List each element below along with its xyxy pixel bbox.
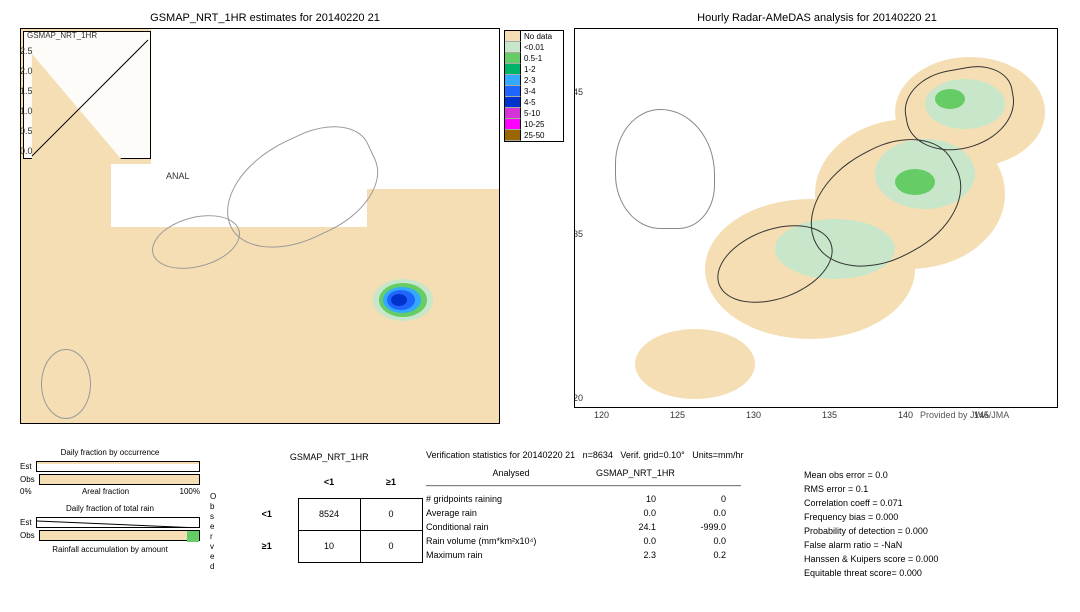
ct-c22: 0 <box>360 530 422 562</box>
areal-left: 0% <box>20 487 32 496</box>
ytick: 0.5 <box>21 126 33 136</box>
obs-label: Obs <box>20 475 35 484</box>
obs-label-2: Obs <box>20 531 35 540</box>
right-map-title: Hourly Radar-AMeDAS analysis for 2014022… <box>574 12 1060 24</box>
ct-col1: <1 <box>298 466 360 498</box>
right-map-panel: 45 35 20 <box>574 28 1058 408</box>
ytick: 35 <box>575 229 583 239</box>
left-map-panel: GSMAP_NRT_1HR 2.5 2.0 1.5 1.0 0.5 0.0 AN… <box>20 28 500 424</box>
verification-block: Verification statistics for 20140220 21 … <box>426 448 1066 580</box>
ytick: 45 <box>575 87 583 97</box>
verif-rows: # gridpoints raining100Average rain0.00.… <box>426 492 776 562</box>
xtick: 140 <box>898 410 913 420</box>
divider: ——————————————————————————————————— <box>426 478 776 492</box>
verif-header: Verification statistics for 20140220 21 … <box>426 448 1066 462</box>
est-label: Est <box>20 462 32 471</box>
verif-right-stats: Mean obs error = 0.0 RMS error = 0.1 Cor… <box>804 468 938 580</box>
ytick: 1.0 <box>21 106 33 116</box>
scatter-inset: GSMAP_NRT_1HR 2.5 2.0 1.5 1.0 0.5 0.0 <box>23 31 151 159</box>
credit-text: Provided by JWA/JMA <box>920 410 1009 420</box>
xtick: 135 <box>822 410 837 420</box>
ct-c11: 8524 <box>298 498 360 530</box>
col-analysed: Analysed <box>426 468 596 478</box>
xtick: 120 <box>594 410 609 420</box>
color-legend: No data<0.010.5-11-22-33-44-55-1010-2525… <box>504 30 564 142</box>
xtick: 130 <box>746 410 761 420</box>
occ-title: Daily fraction by occurrence <box>20 448 200 457</box>
anal-label: ANAL <box>166 171 190 181</box>
ct-c21: 10 <box>298 530 360 562</box>
ct-col2: ≥1 <box>360 466 422 498</box>
ytick: 20 <box>575 393 583 403</box>
ytick: 2.0 <box>21 66 33 76</box>
ct-c12: 0 <box>360 498 422 530</box>
accum-title: Rainfall accumulation by amount <box>20 545 200 554</box>
ct-row1: <1 <box>236 498 298 530</box>
left-map-title: GSMAP_NRT_1HR estimates for 20140220 21 <box>20 12 510 24</box>
ct-header: GSMAP_NRT_1HR <box>236 452 423 462</box>
scatter-diag <box>24 32 152 160</box>
areal-center: Areal fraction <box>82 487 129 496</box>
ytick: 0.0 <box>21 146 33 156</box>
ytick: 1.5 <box>21 86 33 96</box>
ct-row2: ≥1 <box>236 530 298 562</box>
contingency-block: GSMAP_NRT_1HR <1≥1 <185240 ≥1100 <box>236 452 423 563</box>
total-title: Daily fraction of total rain <box>20 504 200 513</box>
ytick: 2.5 <box>21 46 33 56</box>
xtick: 125 <box>670 410 685 420</box>
areal-right: 100% <box>180 487 200 496</box>
observed-vertical: Observed <box>210 492 222 572</box>
col-gsmap: GSMAP_NRT_1HR <box>596 468 706 478</box>
daily-occurrence-block: Daily fraction by occurrence Est Obs 0% … <box>20 448 200 554</box>
est-label-2: Est <box>20 518 32 527</box>
